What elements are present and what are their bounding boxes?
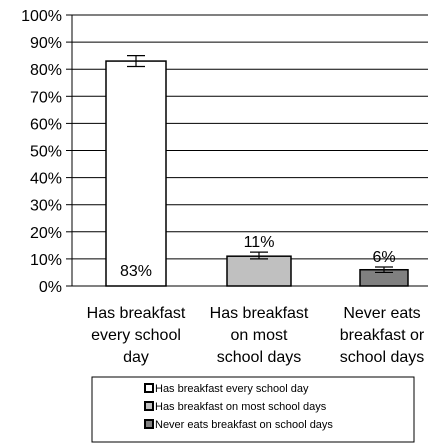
category-label: Has breakfast bbox=[210, 305, 309, 322]
bar bbox=[105, 60, 167, 287]
y-tick-label: 30% bbox=[30, 198, 62, 215]
category-label: every school bbox=[91, 327, 181, 344]
category-label: breakfast or bbox=[340, 327, 425, 344]
y-tick-label: 0% bbox=[39, 279, 62, 296]
data-label: 83% bbox=[120, 263, 152, 280]
y-tick-label: 100% bbox=[21, 8, 62, 25]
data-label: 11% bbox=[244, 234, 275, 251]
y-tick-label: 60% bbox=[30, 116, 62, 133]
category-label: school days bbox=[340, 349, 425, 366]
y-tick-label: 90% bbox=[30, 35, 62, 52]
legend-entry: Has breakfast on most school days bbox=[155, 401, 327, 413]
category-label: day bbox=[123, 349, 149, 366]
category-label: school days bbox=[217, 349, 302, 366]
legend-entry: Has breakfast every school day bbox=[155, 383, 309, 395]
legend: Has breakfast every school day Has breakf… bbox=[91, 376, 415, 443]
legend-swatch bbox=[144, 383, 154, 393]
category-label: Never eats bbox=[343, 305, 420, 322]
y-tick-label: 70% bbox=[30, 89, 62, 106]
legend-swatch bbox=[144, 419, 154, 429]
category-label: Has breakfast bbox=[87, 305, 186, 322]
y-tick-label: 40% bbox=[30, 171, 62, 188]
data-label: 6% bbox=[372, 249, 395, 266]
axes: 0% 10% 20% 30% 40% 50% 60% 70% 80% 90% 100% bbox=[21, 8, 428, 296]
category-label: on most bbox=[231, 327, 288, 344]
legend-entry: Never eats breakfast on school days bbox=[155, 419, 333, 431]
legend-swatch bbox=[144, 401, 154, 411]
y-tick-label: 10% bbox=[30, 252, 62, 269]
y-tick-label: 50% bbox=[30, 144, 62, 161]
y-tick-label: 80% bbox=[30, 62, 62, 79]
y-tick-label: 20% bbox=[30, 225, 62, 242]
bars: 83% 11% 6% bbox=[105, 55, 409, 287]
bar bbox=[226, 255, 292, 287]
category-labels: Has breakfast every school day Has breakfas… bbox=[87, 305, 425, 366]
